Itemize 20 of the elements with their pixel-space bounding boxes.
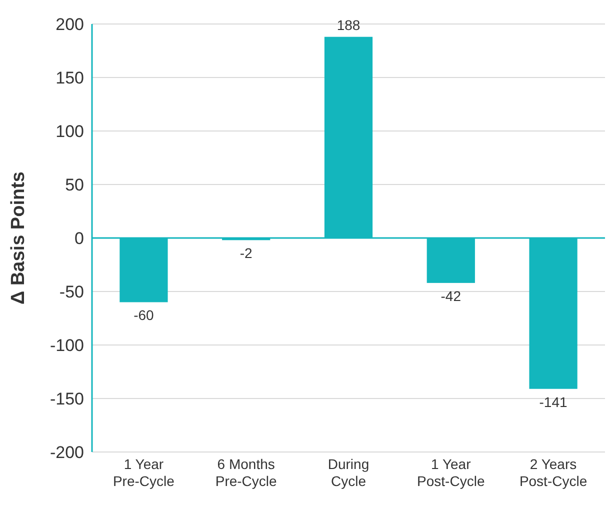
y-axis-title: Δ Basis Points	[8, 172, 29, 304]
x-tick-label: During Cycle	[328, 456, 370, 489]
y-tick-label: 50	[65, 175, 84, 194]
x-tick-label: 1 Year Pre-Cycle	[112, 456, 175, 489]
data-label: -2	[240, 245, 253, 262]
x-tick-label: 2 Years Post-Cycle	[519, 456, 588, 489]
y-tick-label: 0	[74, 228, 84, 248]
y-tick-label: 200	[56, 14, 84, 34]
data-label: -141	[539, 394, 568, 410]
data-label: 188	[336, 16, 360, 33]
data-label: -60	[134, 307, 154, 324]
y-tick-label: -200	[50, 442, 84, 462]
x-tick-label: 1 Year Post-Cycle	[417, 456, 485, 489]
y-tick-label: -50	[59, 282, 84, 302]
x-tick-label: 6 Months Pre-Cycle	[215, 456, 278, 489]
y-tick-label: 150	[56, 68, 84, 88]
data-label: -42	[440, 288, 462, 304]
y-tick-label: 100	[56, 122, 84, 141]
y-tick-label: -100	[50, 336, 84, 355]
y-tick-label: -150	[50, 389, 84, 408]
